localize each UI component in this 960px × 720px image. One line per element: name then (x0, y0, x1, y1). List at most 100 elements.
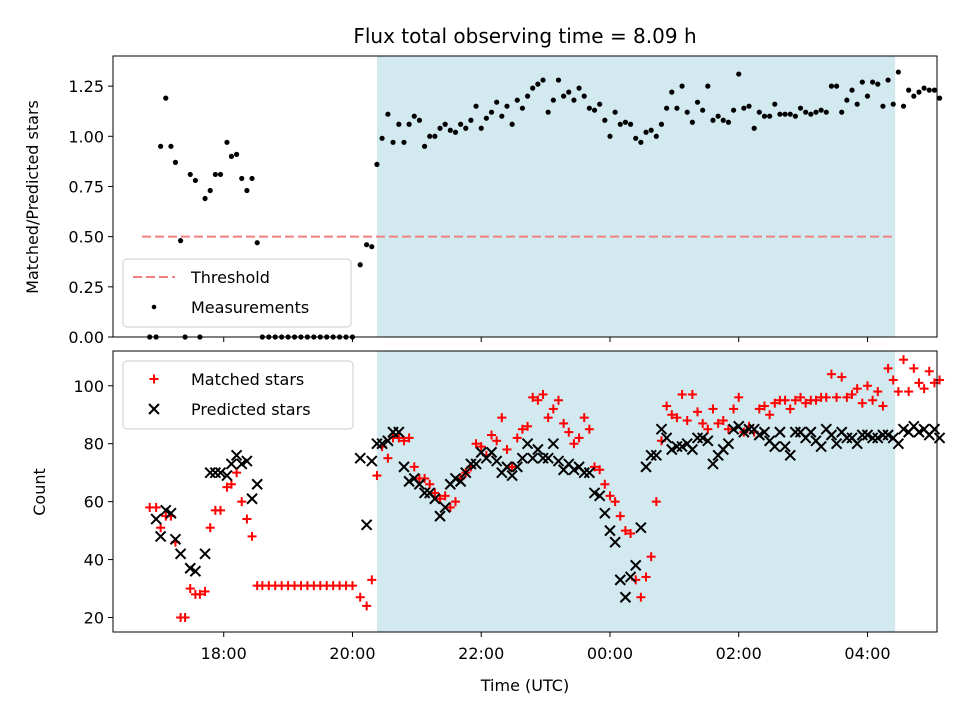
matched-point-15 (222, 482, 232, 492)
predicted-point-34 (434, 510, 446, 522)
predicted-point-57 (552, 455, 565, 467)
matched-point-47 (409, 462, 419, 472)
predicted-point-76 (650, 449, 663, 461)
predicted-point-69 (614, 574, 626, 586)
measurement-point-101 (689, 119, 695, 125)
predicted-point-31 (418, 487, 431, 499)
predicted-point-48 (506, 469, 518, 482)
matched-point-89 (626, 529, 636, 539)
matched-point-51 (430, 488, 440, 498)
matched-point-72 (538, 389, 548, 399)
predicted-point-16 (241, 455, 253, 467)
predicted-point-115 (851, 437, 863, 450)
measurement-point-67 (514, 97, 520, 103)
measurement-point-40 (374, 161, 380, 167)
measurement-point-20 (249, 175, 255, 182)
matched-point-146 (919, 384, 929, 394)
bottom-y-axis-title: Count (30, 468, 49, 516)
matched-point-133 (852, 384, 862, 394)
predicted-point-12-b (221, 469, 233, 482)
predicted-point-68 (609, 536, 621, 548)
measurement-point-120 (787, 111, 793, 117)
matched-point-67 (512, 433, 522, 443)
measurement-point-147 (926, 87, 932, 93)
matched-point-49 (420, 473, 430, 483)
matched-point-79 (574, 433, 584, 443)
matched-point-46 (404, 433, 414, 443)
bottom-y-label-3: 80 (84, 435, 104, 454)
measurement-point-118 (777, 111, 783, 117)
predicted-point-70 (619, 591, 632, 603)
measurement-point-145 (916, 89, 922, 95)
predicted-point-102 (784, 449, 796, 461)
measurement-point-87 (617, 121, 623, 127)
measurement-point-133 (854, 101, 860, 107)
matched-point-139 (883, 363, 893, 373)
predicted-point-48-b (506, 469, 518, 482)
measurement-point-61 (483, 115, 489, 121)
measurement-point-132 (849, 87, 855, 93)
predicted-point-37-b (449, 472, 462, 485)
measurement-point-141 (895, 69, 901, 75)
predicted-point-27-b (398, 461, 410, 473)
matched-point-147 (924, 366, 934, 376)
predicted-point-10 (209, 466, 222, 479)
predicted-point-1-b (154, 530, 167, 543)
predicted-point-23 (376, 437, 388, 450)
matched-point-93 (646, 552, 656, 562)
predicted-point-73-b (635, 522, 647, 534)
predicted-point-113 (841, 432, 853, 444)
measurement-point-51 (432, 133, 438, 139)
predicted-point-19-b (354, 452, 366, 464)
predicted-point-68-b (609, 536, 621, 548)
matched-point-135 (862, 381, 872, 391)
predicted-point-97-b (758, 426, 771, 438)
measurement-point-69 (524, 93, 531, 99)
matched-point-134 (857, 398, 867, 408)
matched-point-7 (180, 613, 190, 623)
predicted-point-17 (246, 493, 258, 505)
measurement-point-93 (648, 127, 654, 133)
predicted-point-72 (630, 559, 642, 572)
measurement-point-96 (664, 105, 670, 111)
measurement-point-135 (864, 93, 871, 99)
measurement-point-91 (638, 139, 644, 145)
matched-point-54 (445, 502, 455, 512)
predicted-point-52-b (527, 452, 539, 464)
predicted-point-123-b (892, 437, 905, 450)
measurement-point-85 (607, 133, 613, 139)
predicted-point-44-b (485, 446, 498, 459)
predicted-point-34-b (434, 510, 446, 522)
predicted-point-131 (933, 432, 946, 444)
matched-point-73 (543, 413, 553, 423)
top-y-label-1: 0.25 (68, 278, 104, 297)
predicted-point-118-b (866, 432, 879, 444)
measurement-point-107 (720, 117, 726, 123)
measurement-point-11 (202, 195, 208, 202)
matched-point-138 (878, 401, 888, 411)
matched-point-18 (237, 497, 247, 507)
matched-point-69 (523, 421, 533, 431)
matched-point-107 (718, 416, 728, 426)
predicted-point-121-b (882, 429, 894, 441)
measurement-point-62 (488, 109, 495, 115)
matched-point-50 (425, 479, 435, 489)
predicted-point-100-b (774, 426, 786, 438)
top-legend-box (122, 258, 352, 328)
predicted-point-5-b (174, 548, 187, 560)
predicted-point-111-b (830, 437, 843, 450)
bottom-axes-frame (112, 350, 938, 633)
matched-point-77 (564, 427, 574, 437)
predicted-point-57-b (552, 455, 565, 467)
predicted-point-54-b (537, 452, 549, 464)
predicted-point-66-b (599, 507, 611, 519)
matched-point-40 (372, 471, 382, 481)
measurement-point-115 (761, 113, 768, 119)
matched-point-84 (600, 479, 610, 489)
measurement-point-53 (442, 121, 448, 127)
predicted-point-3-b (165, 507, 177, 519)
predicted-point-86 (702, 435, 714, 447)
predicted-point-16-b (241, 455, 253, 467)
predicted-point-2-b (160, 504, 172, 517)
measurement-point-14 (217, 171, 224, 178)
